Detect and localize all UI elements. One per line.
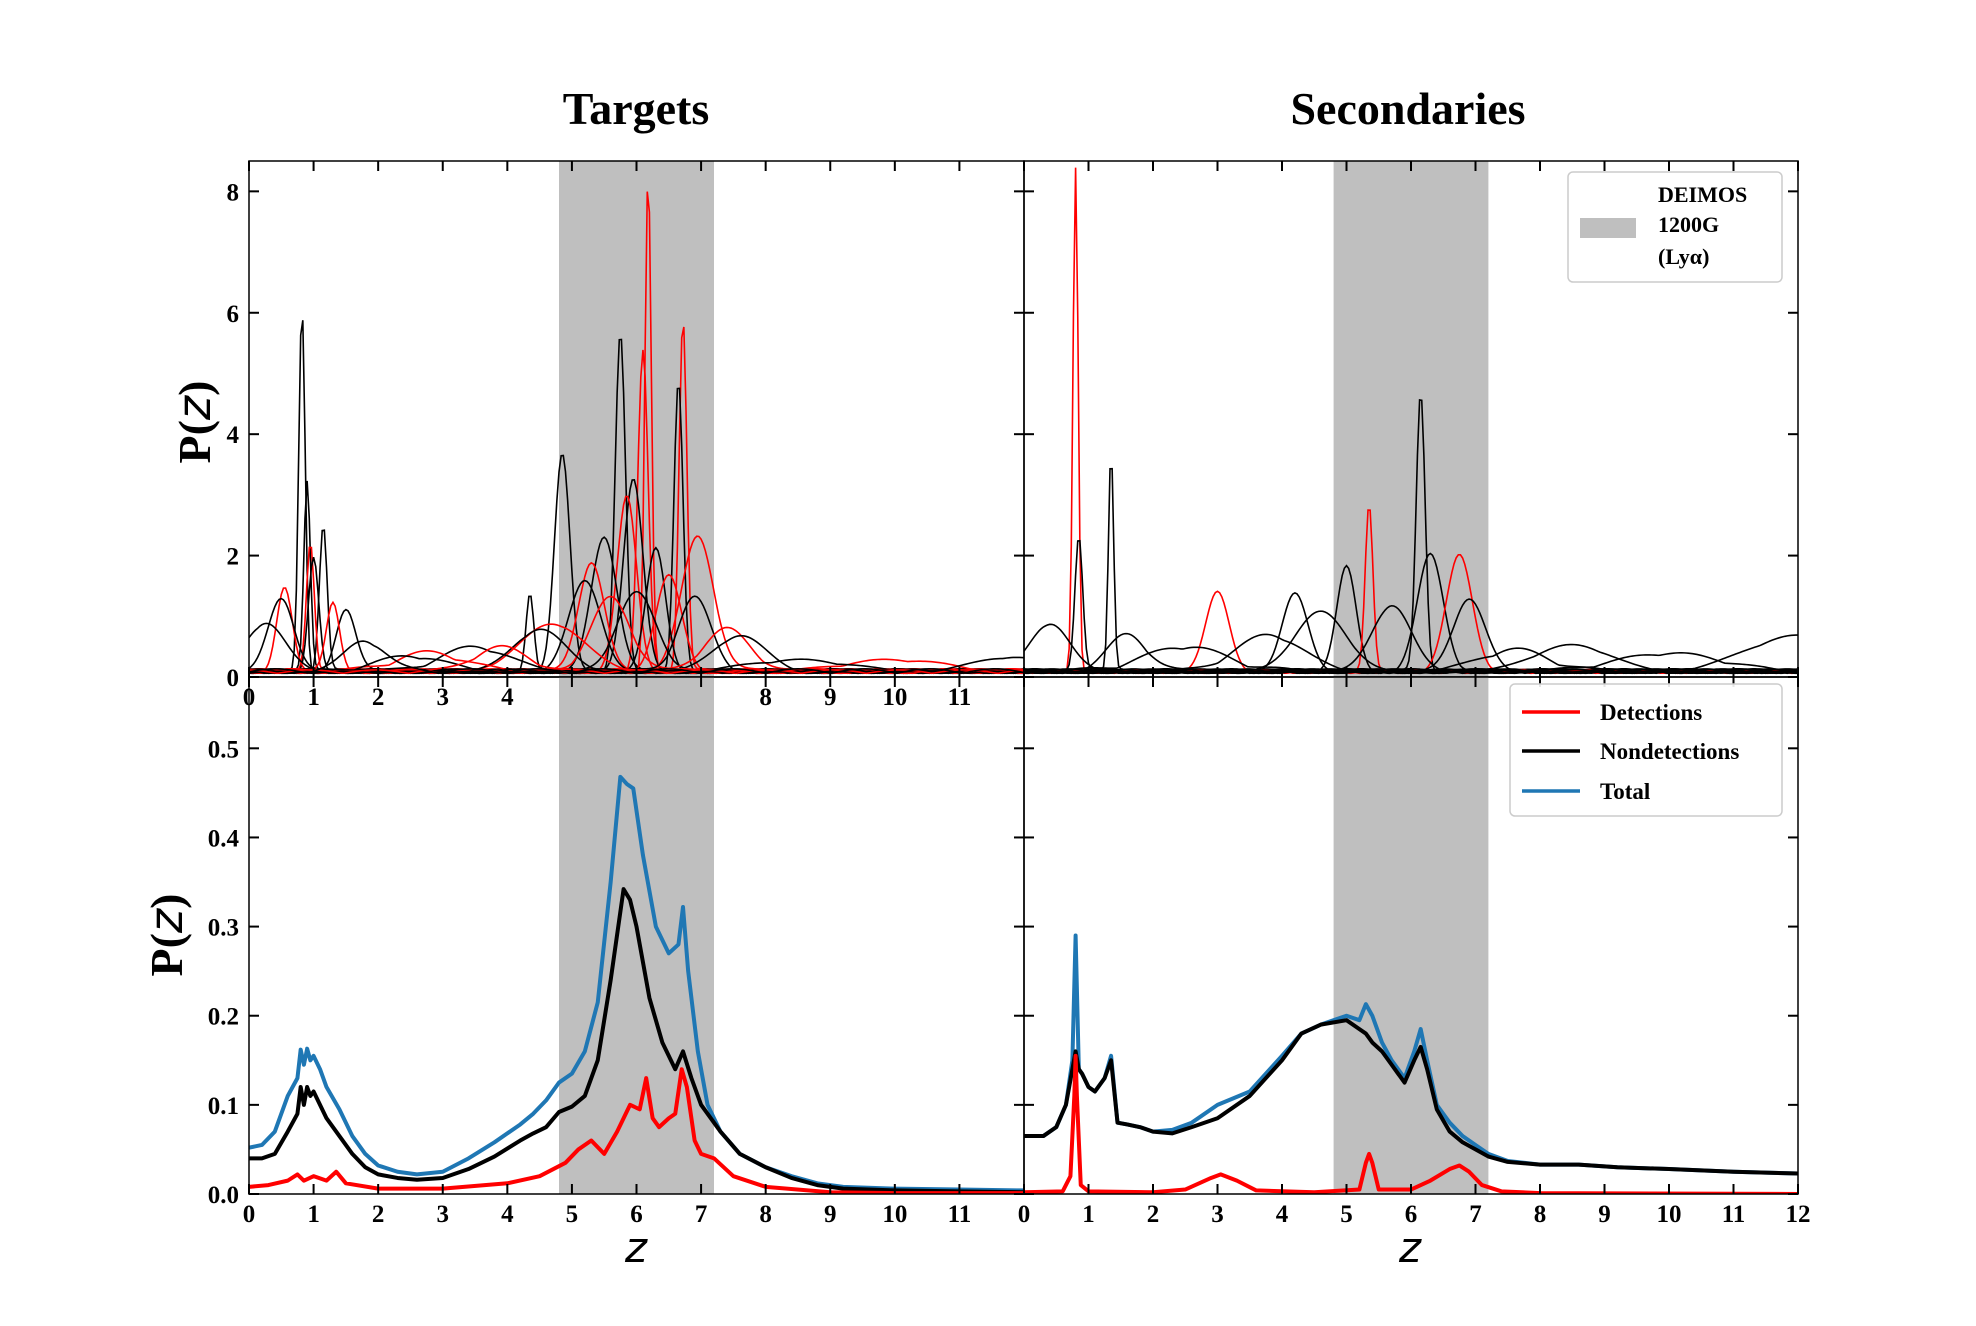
panel-top-left: 0123456789101102468 xyxy=(227,160,1025,711)
x-tick-label: 3 xyxy=(437,1201,450,1228)
x-axis-label-right: z xyxy=(1398,1223,1422,1272)
x-axis-label-left: z xyxy=(624,1223,648,1272)
y-tick-label: 6 xyxy=(227,301,240,328)
y-tick-label: 0.2 xyxy=(208,1004,239,1031)
x-tick-label: 2 xyxy=(372,684,385,711)
x-tick-label: 12 xyxy=(1786,1201,1811,1228)
series-detections xyxy=(1024,1053,1798,1194)
series-nondetections xyxy=(249,887,1024,1194)
band-legend-line-2: 1200G xyxy=(1658,212,1719,237)
y-tick-label: 0.3 xyxy=(208,915,239,942)
column-title-targets: Targets xyxy=(563,83,710,134)
x-tick-label: 7 xyxy=(695,1201,708,1228)
plot-area xyxy=(249,774,1024,1194)
y-axis-label-top: P(z) xyxy=(167,381,221,464)
deimos-band xyxy=(1333,677,1489,1194)
x-tick-label: 9 xyxy=(824,1201,837,1228)
x-tick-label: 11 xyxy=(948,1201,972,1228)
legend-label-nondetections: Nondetections xyxy=(1600,739,1739,764)
x-tick-label: 5 xyxy=(566,1201,579,1228)
x-tick-label: 0 xyxy=(1018,1201,1031,1228)
series-detections xyxy=(249,1067,1024,1194)
x-tick-label: 8 xyxy=(1534,1201,1547,1228)
x-tick-label: 11 xyxy=(948,684,972,711)
x-tick-label: 0 xyxy=(243,1201,256,1228)
band-legend-line-1: DEIMOS xyxy=(1658,182,1747,207)
y-tick-label: 0.5 xyxy=(208,736,239,763)
y-tick-label: 8 xyxy=(227,179,240,206)
panel-bottom-right: 0 1 2 3 4 5 6 7 8 9 10 11 12 xyxy=(1018,676,1811,1228)
y-tick-label: 0.0 xyxy=(208,1182,239,1209)
x-tick-label: 8 xyxy=(759,1201,772,1228)
deimos-band xyxy=(1333,161,1489,677)
x-tick-label: 7 xyxy=(1469,1201,1482,1228)
band-legend: DEIMOS 1200G (Lyα) xyxy=(1567,171,1783,283)
legend-label-detections: Detections xyxy=(1600,700,1702,725)
legend-label-total: Total xyxy=(1600,779,1650,804)
panel-top-right xyxy=(1023,160,1799,678)
x-tick-label: 11 xyxy=(1722,1201,1746,1228)
x-tick-label: 3 xyxy=(437,684,450,711)
x-tick-label: 4 xyxy=(501,684,514,711)
y-axis-label-bottom: P(z) xyxy=(139,894,193,977)
band-legend-line-3: (Lyα) xyxy=(1658,244,1709,269)
x-tick-label: 9 xyxy=(1598,1201,1611,1228)
line-legend-box xyxy=(1509,683,1783,817)
panel-bottom-left: 0 1 2 3 4 5 6 7 8 9 10 11 0.0 0.1 0.2 0.3 0.4 0.5 xyxy=(208,676,1025,1228)
y-axis-label-top-z: z xyxy=(167,395,221,421)
x-tick-label: 10 xyxy=(1657,1201,1682,1228)
column-title-secondaries: Secondaries xyxy=(1290,83,1525,134)
x-tick-label: 6 xyxy=(1405,1201,1418,1228)
band-legend-swatch xyxy=(1580,218,1636,238)
x-tick-label: 1 xyxy=(1082,1201,1095,1228)
y-tick-label: 4 xyxy=(227,422,240,449)
x-tick-label: 1 xyxy=(307,1201,320,1228)
x-tick-label: 2 xyxy=(372,1201,385,1228)
band-legend-box xyxy=(1567,171,1783,283)
y-tick-label: 0.1 xyxy=(208,1093,239,1120)
x-tick-label: 10 xyxy=(882,1201,907,1228)
x-tick-label: 2 xyxy=(1147,1201,1160,1228)
x-tick-label: 10 xyxy=(882,684,907,711)
x-tick-label: 3 xyxy=(1211,1201,1224,1228)
x-tick-label: 8 xyxy=(759,684,772,711)
x-tick-label: 9 xyxy=(824,684,837,711)
y-tick-label: 0.4 xyxy=(208,825,240,852)
x-tick-label: 5 xyxy=(1340,1201,1353,1228)
x-tick-label: 6 xyxy=(630,1201,643,1228)
line-legend: Detections Nondetections Total xyxy=(1509,683,1783,817)
plot-area xyxy=(1024,933,1798,1194)
series-nondetections xyxy=(1024,1018,1798,1176)
x-tick-label: 4 xyxy=(501,1201,514,1228)
x-tick-label: 1 xyxy=(307,684,320,711)
x-tick-label: 4 xyxy=(1276,1201,1289,1228)
y-tick-label: 0 xyxy=(227,665,240,692)
y-tick-label: 2 xyxy=(227,544,240,571)
